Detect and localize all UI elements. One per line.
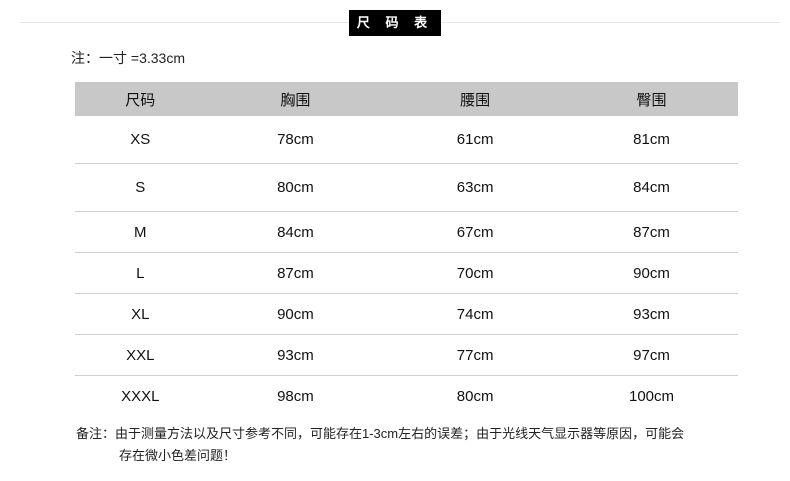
remark-line-1: 备注：由于测量方法以及尺寸参考不同，可能存在1-3cm左右的误差；由于光线天气显… [76, 426, 685, 441]
table-row: XL 90cm 74cm 93cm [75, 293, 738, 335]
cell-waist: 70cm [385, 252, 566, 294]
cell-size: S [75, 163, 206, 212]
cell-chest: 98cm [277, 387, 314, 405]
cell-size: XXL [75, 334, 206, 376]
cell-waist: 77cm [385, 334, 566, 376]
table-row: XS 78cm 61cm 81cm [75, 116, 738, 164]
cell-chest: 78cm [205, 116, 386, 164]
cell-hip: 97cm [565, 334, 738, 376]
header-waist: 腰围 [385, 82, 566, 116]
cell-chest: 84cm [205, 211, 386, 253]
cell-waist: 67cm [385, 211, 566, 253]
page-title: 尺 码 表 [349, 10, 441, 36]
cell-waist: 80cm [456, 387, 494, 405]
cell-hip: 84cm [565, 163, 738, 212]
cell-chest: 90cm [205, 293, 386, 335]
table-row: M 84cm 67cm 87cm [75, 211, 738, 253]
header-size: 尺码 [75, 82, 206, 116]
header-chest: 胸围 [205, 82, 386, 116]
cell-chest: 80cm [205, 163, 386, 212]
cell-hip: 93cm [565, 293, 738, 335]
cell-size: M [75, 211, 206, 253]
header-hip: 臀围 [565, 82, 738, 116]
cell-hip: 100cm [628, 387, 675, 405]
cell-chest: 87cm [205, 252, 386, 294]
table-row: L 87cm 70cm 90cm [75, 252, 738, 294]
table-header: 尺码 胸围 腰围 臀围 [75, 82, 738, 116]
table-row: S 80cm 63cm 84cm [75, 163, 738, 212]
cell-waist: 61cm [385, 116, 566, 164]
remark-line-2: 存在微小色差问题！ [119, 448, 237, 463]
unit-note: 注：一寸 =3.33cm [71, 50, 185, 66]
cell-hip: 90cm [565, 252, 738, 294]
table-row: XXL 93cm 77cm 97cm [75, 334, 738, 376]
cell-hip: 81cm [565, 116, 738, 164]
cell-size: XXXL [121, 387, 160, 405]
table-row: XXXL 98cm 80cm 100cm [75, 376, 738, 417]
cell-size: XL [75, 293, 206, 335]
cell-chest: 93cm [205, 334, 386, 376]
cell-waist: 63cm [385, 163, 566, 212]
size-table: 尺码 胸围 腰围 臀围 XS 78cm 61cm 81cm S 80cm 63cm 84cm M… [75, 82, 738, 416]
cell-waist: 74cm [385, 293, 566, 335]
remark: 备注：由于测量方法以及尺寸参考不同，可能存在1-3cm左右的误差；由于光线天气显… [76, 423, 776, 467]
cell-size: L [75, 252, 206, 294]
cell-size: XS [75, 116, 206, 164]
cell-hip: 87cm [565, 211, 738, 253]
